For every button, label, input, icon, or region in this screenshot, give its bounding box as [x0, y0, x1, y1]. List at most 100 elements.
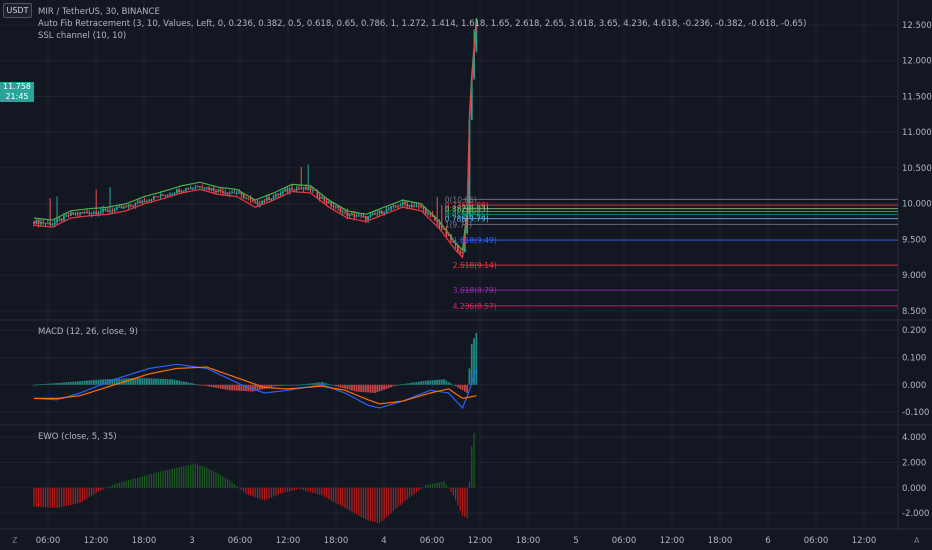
macd-pane[interactable]: [33, 332, 478, 410]
fib-legend[interactable]: Auto Fib Retracement (3, 10, Values, Lef…: [38, 19, 806, 29]
candle-body: [417, 205, 420, 207]
candle-body: [37, 219, 40, 224]
ewo-bar: [150, 473, 153, 488]
candle-body: [281, 191, 284, 193]
candle-body: [81, 212, 84, 214]
macd-histogram-bar: [362, 384, 365, 393]
macd-histogram-bar: [215, 384, 217, 388]
candle-body: [132, 205, 134, 207]
macd-histogram-bar: [408, 383, 411, 385]
ewo-bar: [236, 486, 238, 488]
ewo-bar: [217, 473, 219, 488]
macd-histogram-bar: [63, 382, 65, 385]
macd-histogram-bar: [330, 384, 333, 386]
timezone-button[interactable]: Z: [12, 536, 17, 545]
ewo-bar: [38, 487, 40, 507]
fib-level-label: 0.236(9.98): [445, 201, 489, 210]
ssl-legend[interactable]: SSL channel (10, 10): [38, 31, 126, 41]
candle-body: [473, 51, 475, 79]
candle-body: [35, 219, 38, 224]
ewo-bar: [404, 487, 406, 502]
candle-body: [67, 215, 70, 217]
ewo-bar: [309, 487, 312, 493]
macd-histogram-bar: [238, 384, 240, 391]
candle-body: [233, 192, 236, 194]
candle-body: [187, 188, 190, 190]
macd-histogram-bar: [450, 383, 452, 385]
macd-histogram-bar: [74, 381, 77, 385]
candle-body: [175, 189, 178, 194]
ewo-bar: [422, 487, 424, 488]
macd-histogram-bar: [201, 384, 204, 386]
candle-body: [387, 208, 390, 210]
candle-body: [111, 210, 114, 212]
macd-legend[interactable]: MACD (12, 26, close, 9): [38, 327, 138, 337]
ewo-bar: [100, 487, 102, 491]
macd-histogram-bar: [127, 378, 130, 385]
ewo-bar: [256, 487, 259, 499]
macd-histogram-bar: [461, 384, 464, 391]
ewo-bar: [339, 487, 342, 506]
ewo-bar: [77, 487, 79, 504]
macd-histogram-bar: [364, 384, 367, 393]
ewo-bar: [302, 487, 305, 491]
ewo-bar: [44, 487, 47, 508]
candle-body: [58, 218, 61, 220]
ewo-bar: [88, 487, 90, 498]
price-axis-label: 8.500: [902, 307, 926, 317]
ewo-bar: [42, 487, 44, 508]
macd-histogram-bar: [120, 378, 123, 385]
macd-histogram-bar: [143, 378, 146, 385]
time-axis-label: 12:00: [276, 536, 301, 546]
price-pane[interactable]: [33, 17, 478, 259]
macd-histogram-bar: [97, 379, 100, 385]
ewo-bar: [196, 464, 199, 488]
candle-body: [127, 204, 130, 207]
time-axis-label: 18:00: [132, 536, 157, 546]
macd-histogram-bar: [399, 384, 402, 386]
ewo-bar: [180, 466, 183, 488]
candle-body: [141, 200, 144, 203]
ewo-bar: [321, 487, 323, 496]
candle-body: [162, 194, 164, 196]
candle-body: [422, 207, 425, 209]
ewo-bar: [300, 487, 302, 490]
symbol-legend[interactable]: MIR / TetherUS, 30, BINANCE: [38, 7, 160, 17]
candle-body: [178, 189, 181, 193]
candle-body: [450, 235, 452, 241]
auto-scale-button-label: A: [914, 536, 920, 545]
ewo-bar: [240, 487, 242, 491]
macd-histogram-bar: [438, 379, 441, 385]
ewo-legend[interactable]: EWO (close, 5, 35): [38, 432, 117, 442]
ewo-bar: [381, 487, 383, 522]
candle-body: [314, 190, 316, 192]
macd-histogram-bar: [288, 384, 291, 386]
macd-histogram-bar: [436, 379, 439, 385]
fib-level-label: 0(10.06): [445, 195, 477, 204]
ewo-bar: [247, 487, 249, 495]
symbol-title: MIR / TetherUS, 30, BINANCE: [38, 7, 160, 17]
ewo-bar: [376, 487, 378, 523]
macd-histogram-bar: [295, 384, 298, 386]
macd-histogram-bar: [304, 383, 307, 385]
candle-body: [401, 201, 404, 206]
candle-body: [139, 201, 141, 203]
ewo-bar: [383, 487, 385, 520]
currency-badge[interactable]: USDT: [3, 3, 32, 18]
macd-histogram-bar: [99, 379, 102, 385]
ewo-bar: [146, 475, 148, 488]
candle-body: [443, 228, 446, 230]
price-axis-label: 10.500: [902, 164, 932, 174]
macd-histogram-bar: [387, 384, 390, 389]
ewo-pane[interactable]: [33, 433, 475, 524]
auto-scale-button[interactable]: A: [914, 536, 919, 545]
candle-body: [235, 193, 238, 195]
macd-histogram-bar: [318, 382, 321, 385]
macd-histogram-bar: [323, 382, 326, 385]
macd-histogram-bar: [401, 384, 404, 385]
candle-body: [268, 197, 270, 201]
fib-levels: 0(10.06)0.236(9.98)0.382(9.93)0.5(9.89)0…: [445, 195, 898, 311]
candle-body: [374, 213, 376, 215]
macd-histogram-bar: [371, 384, 374, 393]
